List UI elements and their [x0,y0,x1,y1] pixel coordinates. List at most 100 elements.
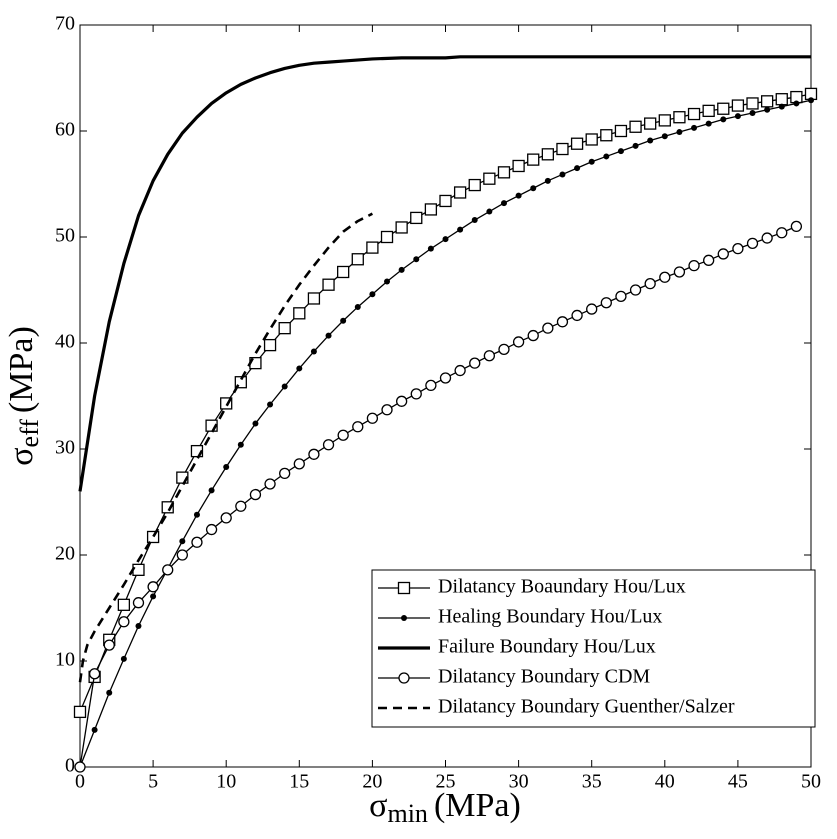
dot-marker [150,593,157,600]
circle-marker [717,248,729,260]
dot-marker [135,623,142,630]
circle-marker [425,379,437,392]
square-marker [322,278,335,291]
circle-marker [790,220,803,233]
square-marker [453,186,467,199]
dot-marker [515,192,522,199]
dot-marker [559,171,566,178]
legend-label: Healing Boundary Hou/Lux [438,606,662,628]
x-label-symbol: σ [369,787,387,824]
dot-marker [354,303,361,310]
circle-marker [322,439,335,451]
x-label-subscript: min [387,799,427,828]
dot-marker [661,133,668,140]
square-marker [293,307,306,320]
square-marker [702,104,715,118]
dot-marker [237,441,244,448]
x-tick-label: 10 [216,771,236,793]
y-tick-label: 30 [55,437,75,459]
dot-marker [457,226,464,233]
square-marker [629,120,642,133]
dot-marker [603,153,610,160]
dot-marker [734,113,741,120]
circle-marker [235,500,247,512]
dot-marker [106,689,113,696]
square-marker [424,203,438,216]
circle-marker [600,297,612,309]
dot-marker [91,726,98,733]
legend-label: Dilatancy Boundary Guenther/Salzer [438,696,735,718]
circle-marker [527,329,539,342]
series-line [78,55,811,492]
square-marker [760,95,774,108]
circle-marker [191,536,203,548]
dot-marker [281,383,288,390]
circle-marker [732,243,744,255]
circle-marker [615,290,627,303]
dot-marker [427,245,434,252]
circle-marker [498,343,510,356]
dot-marker [179,538,186,545]
square-marker [351,253,364,266]
y-tick-label: 10 [55,649,75,671]
circle-marker [74,761,86,773]
square-marker [366,241,379,254]
circle-marker [279,467,291,480]
circle-marker [352,421,364,433]
dot-marker [369,291,376,298]
dot-marker [486,208,493,215]
square-marker [395,221,408,234]
square-marker [439,194,452,208]
circle-marker [776,227,788,239]
dot-marker [793,100,800,107]
circle-marker [659,271,671,283]
circle-marker [132,597,145,609]
circle-marker [118,616,130,628]
square-marker [731,99,745,112]
square-marker [73,705,87,719]
dot-marker [384,278,391,285]
legend-marker [401,615,407,621]
y-tick-label: 70 [55,13,75,35]
circle-marker [176,549,188,561]
square-marker [483,172,496,185]
y-label-unit: (MPa) [3,326,40,413]
legend-label: Dilatancy Boaundary Hou/Lux [438,576,686,598]
circle-marker [103,639,115,651]
x-tick-label: 35 [582,771,602,793]
dot-marker [296,365,303,372]
circle-marker [337,429,349,441]
legend-marker [398,672,410,684]
square-marker [263,338,277,352]
y-tick-label: 20 [55,543,75,565]
square-marker [132,563,145,576]
dot-marker [413,256,420,263]
dot-marker [120,655,127,662]
circle-marker [264,478,276,490]
circle-marker [673,266,686,278]
x-tick-label: 45 [728,771,748,793]
circle-marker [512,336,525,348]
dot-marker [325,332,332,339]
y-label-subscript: eff [15,419,44,448]
dot-marker [749,109,756,116]
y-tick-label: 40 [55,331,75,353]
circle-marker [571,309,583,322]
dot-marker [574,165,581,172]
x-tick-label: 40 [655,771,675,793]
square-marker [717,102,730,115]
circle-marker [644,277,656,290]
square-marker [220,397,233,410]
dot-marker [588,158,595,165]
circle-marker [395,395,408,407]
dot-marker [208,487,215,494]
circle-marker [483,350,496,362]
dot-marker [471,217,478,224]
x-tick-label: 50 [801,771,821,793]
circle-marker [220,512,232,524]
square-marker [278,322,291,335]
circle-marker [366,412,379,424]
y-tick-label: 60 [55,119,75,141]
dot-marker [632,142,639,149]
circle-marker [308,448,320,460]
